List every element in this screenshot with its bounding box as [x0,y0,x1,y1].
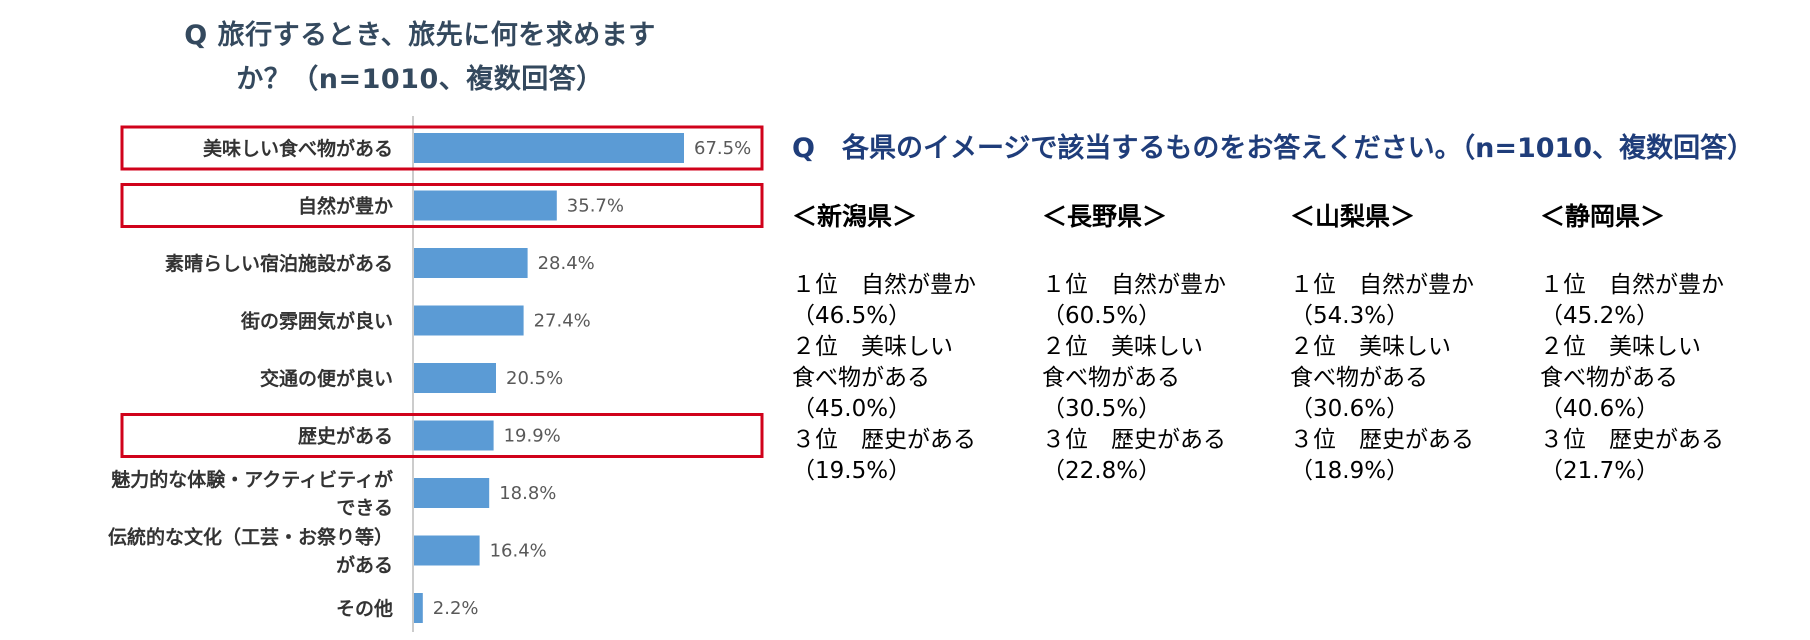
rank-3: ３位 歴史がある [1042,427,1226,453]
category-label: 歴史がある [298,425,393,448]
highlight-box [120,183,764,228]
bar [414,478,490,508]
rank-1-percent: （46.5%） [792,303,912,329]
bar [414,305,524,336]
bar [414,535,480,566]
ranking-list: １位 自然が豊か （46.5%） ２位 美味しい 食べ物がある （45.0%） … [792,270,1027,487]
prefecture-column-shizuoka: ＜静岡県＞ １位 自然が豊か （45.2%） ２位 美味しい 食べ物がある （4… [1540,200,1775,487]
data-label: 35.7% [567,196,624,217]
chart-title-line-1: Q 旅行するとき、旅先に何を求めます [184,20,656,51]
bar [414,363,496,393]
rank-1: １位 自然が豊か [1540,272,1724,298]
rank-2-continued: 食べ物がある [792,365,930,391]
rank-3-percent: （18.9%） [1290,458,1410,484]
bar [414,593,423,623]
survey-title: Q 各県のイメージで該当するものをお答えください。（n=1010、複数回答） [792,133,1755,164]
rank-3: ３位 歴史がある [1290,427,1474,453]
rank-3-percent: （22.8%） [1042,458,1162,484]
data-label: 67.5% [694,138,751,159]
rank-2-continued: 食べ物がある [1290,365,1428,391]
category-label: 自然が豊か [298,195,393,218]
rank-2-percent: （40.6%） [1540,396,1660,422]
chart-title-line-2: か？（n=1010、複数回答） [236,64,604,95]
data-label: 2.2% [433,598,479,619]
prefecture-column-nagano: ＜長野県＞ １位 自然が豊か （60.5%） ２位 美味しい 食べ物がある （3… [1042,200,1277,487]
data-label: 19.9% [504,426,561,447]
bar [414,190,557,221]
rank-2-percent: （45.0%） [792,396,912,422]
highlight-box [120,413,764,458]
data-label: 18.8% [499,483,556,504]
category-label: できる [336,497,393,519]
rank-2: ２位 美味しい [792,334,953,360]
rank-1: １位 自然が豊か [792,272,976,298]
category-label: 魅力的な体験・アクティビティが [111,468,393,491]
highlight-box [120,125,764,171]
ranking-list: １位 自然が豊か （60.5%） ２位 美味しい 食べ物がある （30.5%） … [1042,270,1277,487]
chart-title: Q 旅行するとき、旅先に何を求めます か？（n=1010、複数回答） [150,14,690,102]
bar [414,248,528,278]
bar [414,420,494,451]
prefecture-name: ＜山梨県＞ [1290,202,1416,231]
prefecture-column-yamanashi: ＜山梨県＞ １位 自然が豊か （54.3%） ２位 美味しい 食べ物がある （3… [1290,200,1525,487]
rank-2: ２位 美味しい [1290,334,1451,360]
rank-2: ２位 美味しい [1042,334,1203,360]
rank-3-percent: （19.5%） [792,458,912,484]
rank-1-percent: （54.3%） [1290,303,1410,329]
prefecture-name: ＜静岡県＞ [1540,202,1666,231]
rank-1: １位 自然が豊か [1290,272,1474,298]
rank-2-percent: （30.5%） [1042,396,1162,422]
bar [414,133,684,163]
rank-1-percent: （45.2%） [1540,303,1660,329]
ranking-list: １位 自然が豊か （45.2%） ２位 美味しい 食べ物がある （40.6%） … [1540,270,1775,487]
prefecture-column-niigata: ＜新潟県＞ １位 自然が豊か （46.5%） ２位 美味しい 食べ物がある （4… [792,200,1027,487]
data-label: 20.5% [506,368,563,389]
prefecture-name: ＜長野県＞ [1042,202,1168,231]
category-label: 伝統的な文化（工芸・お祭り等） [108,526,393,549]
category-label: 交通の便が良い [260,367,393,390]
rank-1-percent: （60.5%） [1042,303,1162,329]
bar-chart: 67.5% 美味しい食べ物がある 35.7% 自然が豊か 28.4% 素晴らしい宿泊施設が… [108,116,764,632]
rank-3-percent: （21.7%） [1540,458,1660,484]
rank-3: ３位 歴史がある [792,427,976,453]
category-label: がある [336,554,393,577]
data-label: 28.4% [538,253,595,274]
data-label: 27.4% [534,311,591,332]
category-label: 素晴らしい宿泊施設がある [165,252,393,275]
rank-2: ２位 美味しい [1540,334,1701,360]
rank-3: ３位 歴史がある [1540,427,1724,453]
rank-2-continued: 食べ物がある [1540,365,1678,391]
category-label: 美味しい食べ物がある [203,137,393,160]
rank-2-continued: 食べ物がある [1042,365,1180,391]
category-label: その他 [336,597,393,620]
prefecture-name: ＜新潟県＞ [792,202,918,231]
ranking-list: １位 自然が豊か （54.3%） ２位 美味しい 食べ物がある （30.6%） … [1290,270,1525,487]
data-label: 16.4% [490,541,547,562]
rank-1: １位 自然が豊か [1042,272,1226,298]
category-label: 街の雰囲気が良い [240,310,393,333]
rank-2-percent: （30.6%） [1290,396,1410,422]
